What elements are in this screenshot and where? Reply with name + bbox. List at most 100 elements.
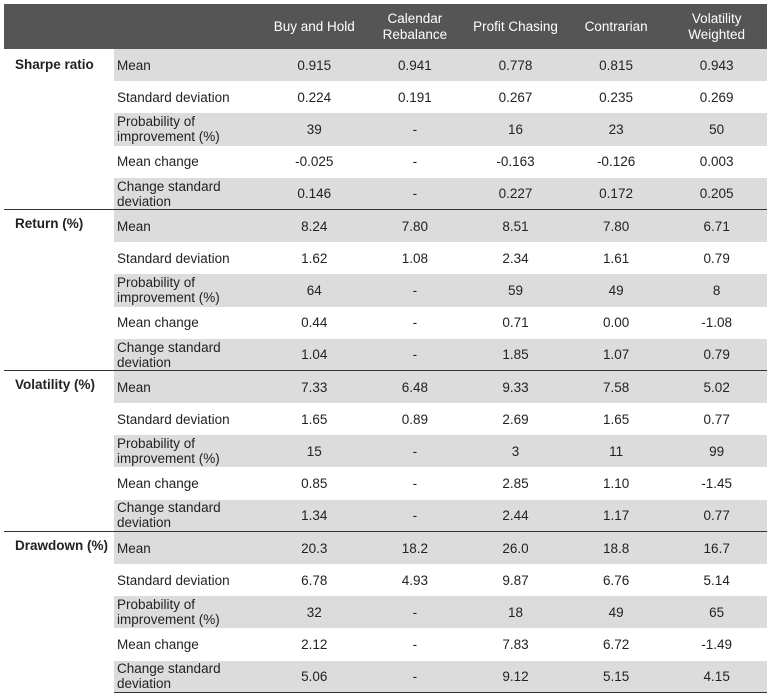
stat-label: Mean change xyxy=(117,154,199,170)
table-cell: 4.15 xyxy=(666,660,767,694)
stat-label: Change standard deviation xyxy=(114,499,264,532)
table-cell: 16 xyxy=(465,113,566,146)
stat-label: Probability of improvement (%) xyxy=(114,274,264,307)
group-label: Drawdown (%) xyxy=(4,531,114,693)
stat-label: Probability of improvement (%) xyxy=(114,596,264,629)
table-cell: 1.61 xyxy=(602,250,630,266)
table-cell: 5.14 xyxy=(703,572,730,588)
table-cell: 26.0 xyxy=(465,531,566,564)
column-header: Buy and Hold xyxy=(273,18,355,34)
table-cell: -0.126 xyxy=(596,154,636,170)
table-cell: - xyxy=(364,274,466,307)
table-cell: 0.146 xyxy=(264,177,365,210)
table-cell: 0.269 xyxy=(699,89,734,105)
stat-label: Change standard deviation xyxy=(114,660,264,694)
header-row: Buy and Hold Calendar Rebalance Profit C… xyxy=(4,4,767,49)
table-cell: 1.34 xyxy=(264,499,365,532)
table-cell: 7.80 xyxy=(565,209,667,243)
table-cell: 0.943 xyxy=(666,49,767,82)
table-cell: 18 xyxy=(465,596,566,629)
table-cell: 4.93 xyxy=(401,572,429,588)
table-row: Mean change -0.025 - -0.163 -0.126 0.003 xyxy=(4,146,767,178)
table-cell: 2.34 xyxy=(502,250,529,266)
table-cell: 7.58 xyxy=(565,370,667,404)
table-cell: 0.003 xyxy=(699,154,734,170)
stat-label: Probability of improvement (%) xyxy=(114,435,264,468)
table-row: Change standard deviation 0.146-0.227 0.17… xyxy=(4,177,767,210)
table-cell: 64 xyxy=(264,274,365,307)
table-cell: 20.3 xyxy=(264,531,365,564)
table-cell: 32 xyxy=(264,596,365,629)
table-cell: -0.163 xyxy=(496,154,535,170)
table-cell: 9.87 xyxy=(502,572,529,588)
group-label: Return (%) xyxy=(4,209,114,371)
table-cell: 8 xyxy=(666,274,767,307)
table-cell: 0.77 xyxy=(666,499,767,532)
table-cell: - xyxy=(364,596,466,629)
stat-label: Mean xyxy=(114,49,264,82)
table-cell: -1.45 xyxy=(701,476,733,492)
table-cell: 18.2 xyxy=(364,531,466,564)
table-cell: - xyxy=(412,154,418,170)
table-cell: 3 xyxy=(465,435,566,468)
table-cell: 1.65 xyxy=(602,411,630,427)
table-cell: 0.89 xyxy=(401,411,429,427)
column-header: Calendar Rebalance xyxy=(382,10,448,42)
table-cell: 50 xyxy=(666,113,767,146)
table-cell: 1.17 xyxy=(565,499,667,532)
table-cell: 1.04 xyxy=(264,338,365,371)
table-cell: 0.00 xyxy=(602,315,630,331)
table-cell: 5.06 xyxy=(264,660,365,694)
table-row: Standard deviation 6.78 4.93 9.87 6.76 5.14 xyxy=(4,564,767,596)
table-cell: 2.85 xyxy=(502,476,529,492)
table-cell: 6.78 xyxy=(301,572,328,588)
table-row: Mean change 0.44 - 0.71 0.00 -1.08 xyxy=(4,307,767,339)
table-cell: 1.62 xyxy=(301,250,328,266)
table-cell: 8.51 xyxy=(465,209,566,243)
table-cell: -1.08 xyxy=(701,315,733,331)
table-cell: 7.80 xyxy=(364,209,466,243)
table-row: Drawdown (%) Mean 20.3 18.2 26.0 18.8 16.7 xyxy=(4,531,767,693)
stat-label: Mean xyxy=(114,531,264,564)
table-cell: 9.12 xyxy=(465,660,566,694)
column-header: Profit Chasing xyxy=(473,18,558,34)
stat-label: Standard deviation xyxy=(117,89,230,105)
table-cell: 0.172 xyxy=(565,177,667,210)
table-row: Mean change 2.12 - 7.83 6.72 -1.49 xyxy=(4,628,767,660)
stat-label: Standard deviation xyxy=(117,250,230,266)
table-cell: 0.77 xyxy=(703,411,730,427)
column-header: Contrarian xyxy=(584,18,648,34)
table-row: Standard deviation 1.62 1.08 2.34 1.61 0.79 xyxy=(4,242,767,274)
table-cell: - xyxy=(364,660,466,694)
stat-label: Standard deviation xyxy=(117,572,230,588)
table-cell: - xyxy=(412,476,418,492)
stat-label: Mean change xyxy=(117,315,199,331)
table-cell: 6.76 xyxy=(602,572,630,588)
table-cell: 23 xyxy=(565,113,667,146)
table-cell: - xyxy=(412,315,418,331)
stat-label: Change standard deviation xyxy=(114,177,264,210)
table-cell: 0.227 xyxy=(465,177,566,210)
table-cell: 0.79 xyxy=(703,250,730,266)
table-row: Return (%) Mean 8.24 7.80 8.51 7.80 6.71 xyxy=(4,209,767,371)
table-cell: 6.71 xyxy=(666,209,767,243)
table-cell: 11 xyxy=(565,435,667,468)
stat-label: Mean xyxy=(114,370,264,404)
table-cell: 6.72 xyxy=(602,636,630,652)
table-row: Change standard deviation 1.04-1.85 1.07 0.… xyxy=(4,338,767,371)
table-cell: 5.02 xyxy=(666,370,767,404)
table-cell: 1.07 xyxy=(565,338,667,371)
table-cell: 0.71 xyxy=(502,315,529,331)
table-cell: 1.08 xyxy=(401,250,429,266)
table-cell: 0.815 xyxy=(565,49,667,82)
table-cell: - xyxy=(364,499,466,532)
table-cell: 0.235 xyxy=(599,89,633,105)
table-cell: 16.7 xyxy=(666,531,767,564)
table-cell: 1.10 xyxy=(602,476,630,492)
table-cell: 9.33 xyxy=(465,370,566,404)
table-cell: 0.941 xyxy=(364,49,466,82)
table-cell: - xyxy=(364,113,466,146)
table-row: Change standard deviation 5.06-9.12 5.15 4.… xyxy=(4,660,767,694)
table-cell: -1.49 xyxy=(701,636,733,652)
table-row: Mean change 0.85 - 2.85 1.10 -1.45 xyxy=(4,467,767,499)
